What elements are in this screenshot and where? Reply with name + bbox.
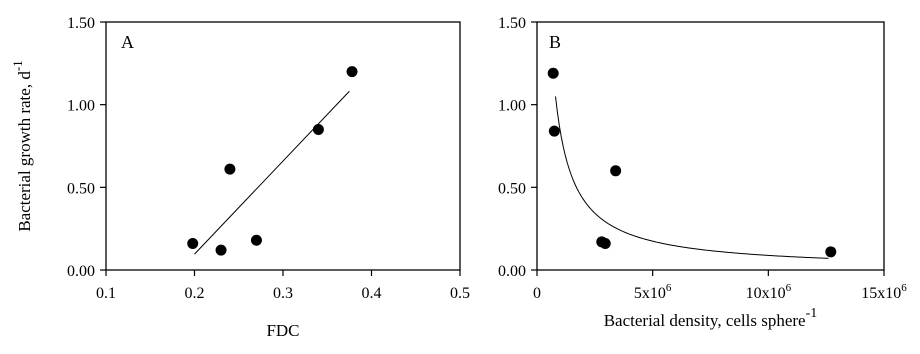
y-tick-label: 1.00	[67, 98, 95, 115]
x-tick-label: 0.5	[450, 285, 470, 302]
regression-line	[194, 90, 350, 255]
data-point	[599, 238, 611, 250]
data-point	[825, 246, 837, 258]
data-point	[224, 163, 236, 175]
plot-frame	[536, 21, 885, 271]
y-axis-label: Bacterial growth rate, d-1	[10, 60, 34, 231]
y-tick-label: 0.50	[67, 180, 95, 197]
plot-frame	[105, 21, 461, 271]
panel-b: 0 5x106 10x106 15x106 0.00 0.50 1.00 1.50 B Bacte…	[498, 15, 907, 330]
x-axis-label: Bacterial density, cells sphere-1	[604, 306, 818, 330]
fit-curve	[555, 96, 829, 259]
x-tick-label: 0	[533, 285, 541, 302]
panel-letter: A	[121, 32, 134, 52]
y-tick-label: 0.50	[498, 180, 526, 197]
x-tick-label: 0.2	[185, 285, 205, 302]
x-axis-label: FDC	[266, 321, 299, 340]
data-point	[547, 67, 559, 79]
y-tick-label: 0.00	[67, 263, 95, 280]
data-point	[215, 244, 227, 256]
y-tick-label: 1.50	[498, 15, 526, 32]
y-tick-label: 1.00	[498, 98, 526, 115]
x-tick-label: 15x106	[861, 282, 907, 302]
x-tick-label: 0.3	[273, 285, 293, 302]
panel-letter: B	[549, 32, 561, 52]
data-point	[312, 123, 324, 135]
data-point	[346, 66, 358, 78]
data-point	[187, 238, 199, 250]
y-tick-label: 1.50	[67, 15, 95, 32]
panel-a: 0.1 0.2 0.3 0.4 0.5 0.00 0.50 1.00 1.50 A FDC Bacte…	[10, 15, 470, 340]
x-tick-label: 0.1	[96, 285, 116, 302]
x-tick-label: 10x106	[746, 282, 792, 302]
data-point	[548, 125, 560, 137]
x-tick-label: 0.4	[362, 285, 382, 302]
x-tick-label: 5x106	[634, 282, 672, 302]
data-point	[250, 234, 262, 246]
y-tick-label: 0.00	[498, 263, 526, 280]
data-point	[610, 165, 622, 177]
